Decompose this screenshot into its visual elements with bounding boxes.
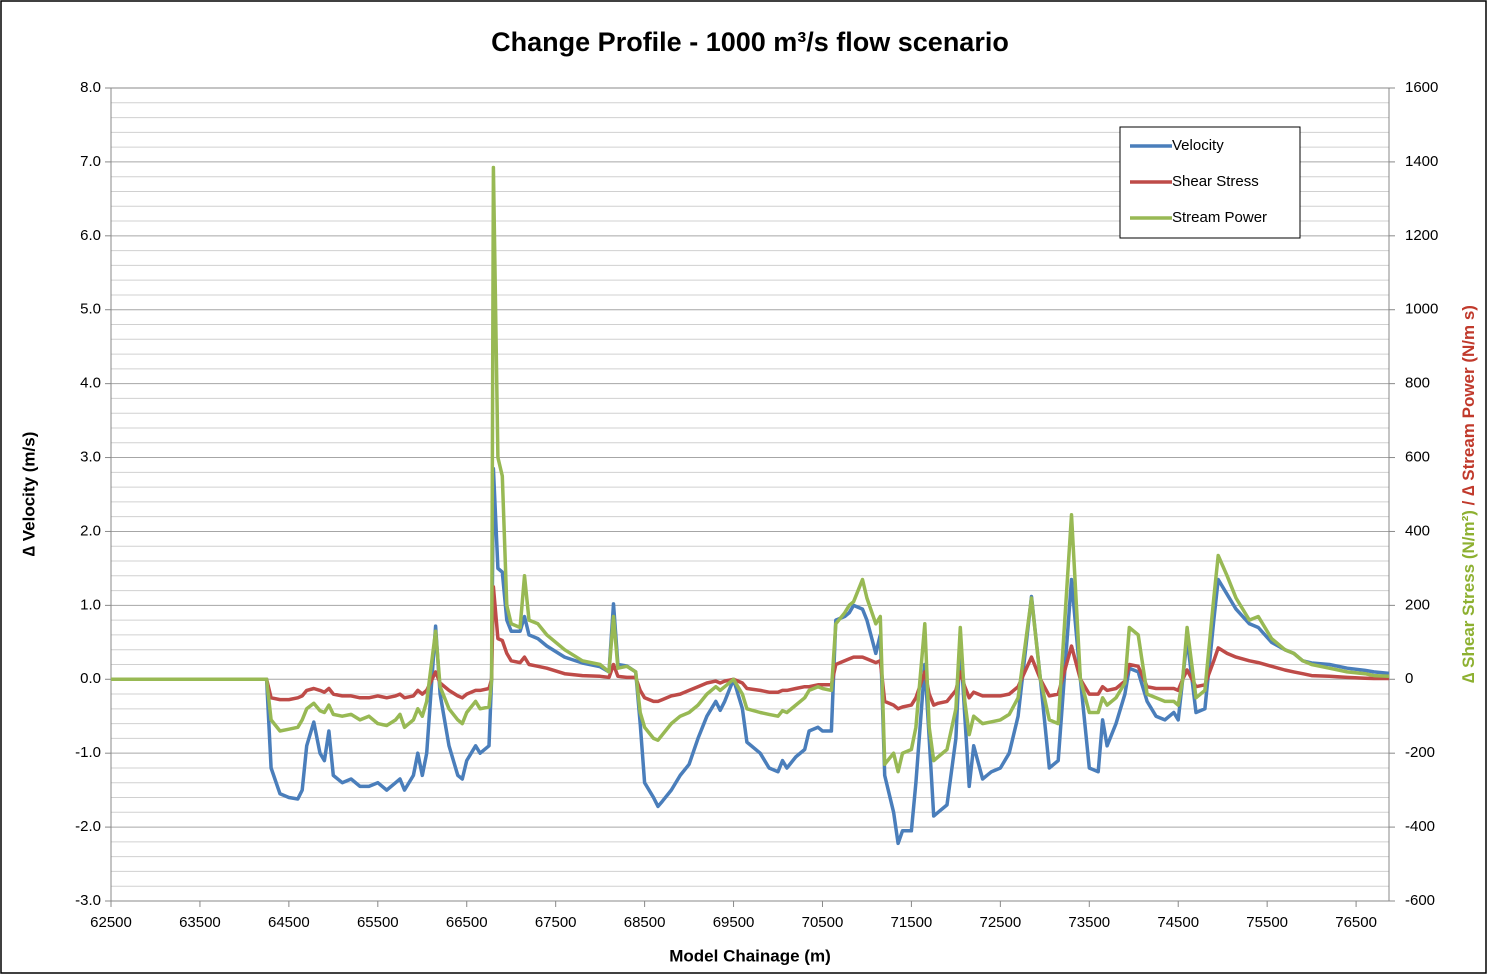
y-tick-label: 4.0 (80, 375, 101, 392)
y-axis-title: ∆ Velocity (m/s) (19, 432, 38, 557)
y2-tick-label: 600 (1405, 449, 1430, 466)
y2-axis-title-part: ∆ Shear Stress (N/m²) (1459, 510, 1478, 683)
x-tick-label: 65500 (357, 914, 399, 931)
x-tick-label: 66500 (446, 914, 488, 931)
y2-tick-label: 1000 (1405, 301, 1438, 318)
y2-axis-title-part: / (1459, 496, 1478, 510)
x-tick-label: 62500 (90, 914, 132, 931)
x-tick-label: 76500 (1335, 914, 1377, 931)
y2-tick-label: 0 (1405, 670, 1413, 687)
x-tick-label: 63500 (179, 914, 221, 931)
series-line (111, 165, 1390, 774)
x-tick-label: 70500 (802, 914, 844, 931)
y-tick-label: 7.0 (80, 153, 101, 170)
y-tick-label: -3.0 (75, 892, 101, 909)
y2-tick-label: 800 (1405, 375, 1430, 392)
y2-tick-label: 1200 (1405, 227, 1438, 244)
x-tick-label: 67500 (535, 914, 577, 931)
x-tick-label: 68500 (624, 914, 666, 931)
y-tick-label: 6.0 (80, 227, 101, 244)
y-tick-label: 1.0 (80, 596, 101, 613)
y2-tick-label: 200 (1405, 596, 1430, 613)
plot-area (110, 87, 1390, 902)
y2-tick-label: -600 (1405, 892, 1435, 909)
chart-title: Change Profile - 1000 m³/s flow scenario (491, 27, 1009, 57)
y-tick-label: 3.0 (80, 449, 101, 466)
y-tick-label: 0.0 (80, 670, 101, 687)
y2-tick-label: 1600 (1405, 79, 1438, 96)
series-line (111, 585, 1389, 711)
legend-label: Stream Power (1172, 209, 1267, 226)
y-tick-label: -1.0 (75, 744, 101, 761)
y-tick-label: 5.0 (80, 301, 101, 318)
legend-label: Shear Stress (1172, 173, 1259, 190)
y-tick-label: 2.0 (80, 522, 101, 539)
legend-label: Velocity (1172, 137, 1224, 154)
x-tick-label: 74500 (1157, 914, 1199, 931)
x-tick-label: 64500 (268, 914, 310, 931)
x-tick-label: 72500 (979, 914, 1021, 931)
x-tick-label: 71500 (891, 914, 933, 931)
series-line (111, 466, 1390, 846)
y2-axis-title: ∆ Shear Stress (N/m²) / ∆ Stream Power (… (1459, 305, 1478, 683)
x-tick-label: 73500 (1068, 914, 1110, 931)
y2-tick-label: -200 (1405, 744, 1435, 761)
y2-axis-title-part: ∆ Stream Power (N/m s) (1459, 305, 1478, 496)
y2-tick-label: 400 (1405, 522, 1430, 539)
x-tick-label: 69500 (713, 914, 755, 931)
y2-tick-label: 1400 (1405, 153, 1438, 170)
y2-tick-label: -400 (1405, 818, 1435, 835)
x-axis-title: Model Chainage (m) (669, 946, 831, 965)
y-tick-label: 8.0 (80, 79, 101, 96)
x-tick-label: 75500 (1246, 914, 1288, 931)
y-tick-label: -2.0 (75, 818, 101, 835)
